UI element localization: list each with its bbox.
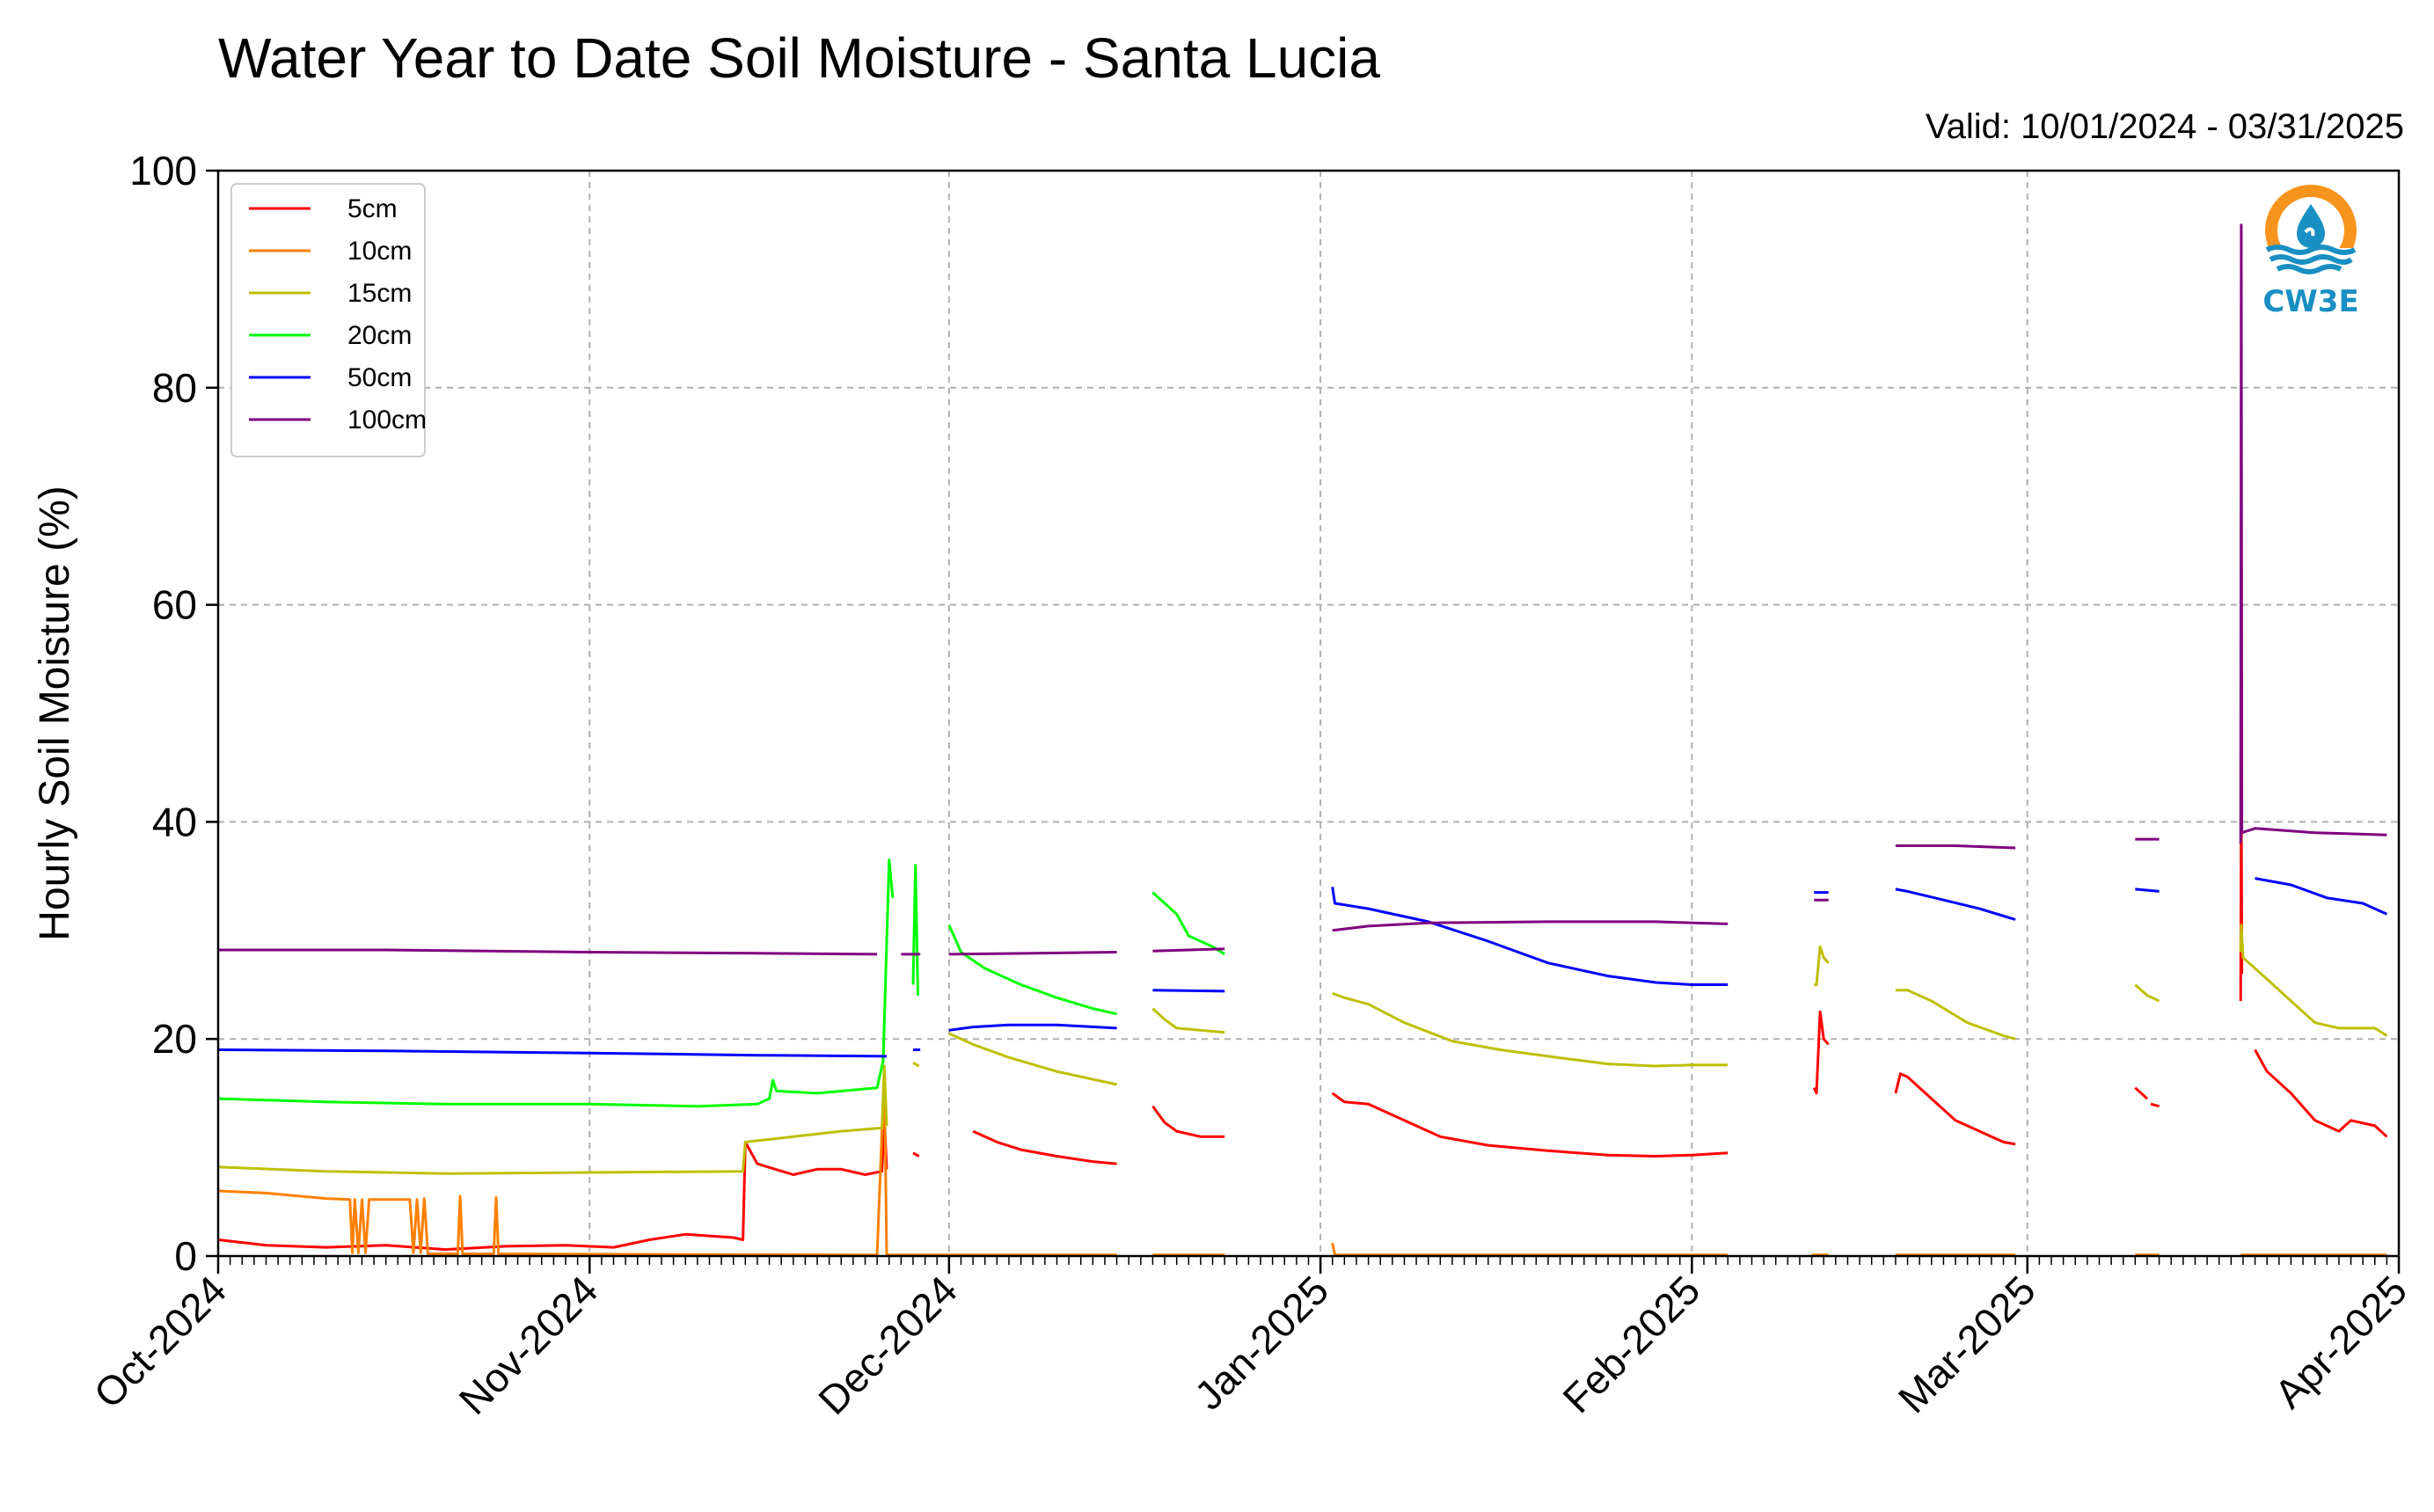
axis-ticks: 0 20 40 60 80 100 Oct-2024 Nov-2024 Dec-2024 Jan-… bbox=[85, 148, 2416, 1423]
legend-label: 50cm bbox=[347, 363, 412, 392]
series-line-50cm bbox=[2135, 887, 2160, 893]
series-line-100cm bbox=[1895, 844, 2016, 850]
legend-item: 5cm bbox=[249, 194, 398, 223]
series-line-100cm bbox=[218, 948, 878, 956]
y-tick-label: 60 bbox=[152, 582, 197, 628]
series-line-100cm bbox=[948, 951, 1117, 956]
series-line-50cm bbox=[1331, 887, 1729, 986]
x-tick-label: Nov-2024 bbox=[450, 1267, 607, 1423]
series-line-15cm bbox=[1814, 945, 1830, 986]
series-line-20cm bbox=[1151, 891, 1225, 956]
legend-item: 20cm bbox=[249, 321, 412, 350]
series-line-50cm bbox=[217, 1048, 888, 1058]
y-tick-label: 100 bbox=[129, 148, 197, 194]
chart-title: Water Year to Date Soil Moisture - Santa… bbox=[218, 26, 1380, 90]
y-tick-label: 0 bbox=[174, 1233, 197, 1279]
series-line-20cm bbox=[947, 924, 1117, 1016]
series-line-5cm bbox=[1151, 1105, 1225, 1138]
logo-water-drop-icon bbox=[2297, 204, 2325, 248]
series-line-100cm bbox=[2239, 223, 2387, 844]
series-line-50cm bbox=[948, 1023, 1117, 1032]
series-line-5cm bbox=[2254, 1048, 2388, 1138]
series-line-15cm bbox=[912, 1061, 920, 1068]
series-line-50cm bbox=[2255, 877, 2388, 916]
legend-label: 5cm bbox=[347, 194, 398, 223]
series-line-15cm bbox=[2239, 924, 2388, 1037]
series-line-15cm bbox=[217, 1064, 888, 1175]
y-axis-label: Hourly Soil Moisture (%) bbox=[32, 486, 78, 940]
x-tick-label: Jan-2025 bbox=[1186, 1267, 1337, 1418]
logo-waves-icon bbox=[2265, 245, 2357, 274]
series-lines bbox=[217, 223, 2388, 1257]
legend-label: 20cm bbox=[347, 321, 412, 350]
series-line-5cm bbox=[217, 1115, 888, 1252]
series-line-5cm bbox=[2134, 1086, 2149, 1100]
series-line-10cm bbox=[1331, 1242, 1729, 1257]
legend-label: 10cm bbox=[347, 237, 412, 266]
y-tick-label: 20 bbox=[152, 1016, 197, 1062]
cw3e-logo: CW3E bbox=[2262, 185, 2359, 319]
series-line-15cm bbox=[1332, 991, 1729, 1068]
plot-frame bbox=[216, 169, 2401, 1258]
series-50cm bbox=[217, 877, 2388, 1058]
series-15cm bbox=[217, 924, 2388, 1175]
x-tick-label: Apr-2025 bbox=[2265, 1267, 2416, 1417]
legend-label: 15cm bbox=[347, 279, 412, 308]
series-line-50cm bbox=[1152, 989, 1225, 993]
series-line-15cm bbox=[1151, 1007, 1225, 1034]
series-line-5cm bbox=[1812, 1010, 1830, 1095]
series-line-100cm bbox=[1152, 947, 1225, 953]
series-line-10cm bbox=[217, 1070, 1117, 1257]
series-5cm bbox=[217, 777, 2388, 1252]
series-line-15cm bbox=[948, 1032, 1117, 1086]
series-line-5cm bbox=[2150, 1102, 2160, 1108]
y-tick-label: 80 bbox=[152, 365, 197, 411]
series-line-15cm bbox=[2134, 983, 2160, 1003]
series-line-15cm bbox=[1895, 989, 2016, 1041]
x-tick-label: Dec-2024 bbox=[809, 1267, 966, 1423]
valid-date-range: Valid: 10/01/2024 - 03/31/2025 bbox=[1925, 107, 2404, 146]
series-line-100cm bbox=[1332, 920, 1729, 932]
series-10cm bbox=[217, 1070, 2387, 1257]
series-line-5cm bbox=[972, 1129, 1117, 1165]
x-tick-label: Oct-2024 bbox=[85, 1267, 236, 1417]
x-tick-label: Feb-2025 bbox=[1553, 1267, 1708, 1421]
grid-lines bbox=[218, 171, 2399, 1256]
legend-item: 100cm bbox=[249, 405, 427, 435]
logo-text: CW3E bbox=[2262, 284, 2358, 319]
series-line-5cm bbox=[912, 1151, 920, 1158]
legend-item: 50cm bbox=[249, 363, 412, 392]
series-line-20cm bbox=[911, 864, 919, 996]
series-line-20cm bbox=[217, 858, 895, 1108]
series-line-50cm bbox=[1895, 887, 2016, 921]
series-line-5cm bbox=[1894, 1072, 2016, 1146]
legend-item: 10cm bbox=[249, 237, 412, 266]
y-tick-label: 40 bbox=[152, 799, 197, 844]
series-line-5cm bbox=[1331, 1092, 1729, 1158]
x-tick-label: Mar-2025 bbox=[1889, 1267, 2044, 1421]
legend-item: 15cm bbox=[249, 279, 412, 308]
legend-label: 100cm bbox=[347, 405, 427, 435]
series-100cm bbox=[218, 223, 2387, 956]
legend: 5cm 10cm 15cm 20cm 50cm 100cm bbox=[230, 183, 427, 457]
series-20cm bbox=[217, 858, 1225, 1108]
